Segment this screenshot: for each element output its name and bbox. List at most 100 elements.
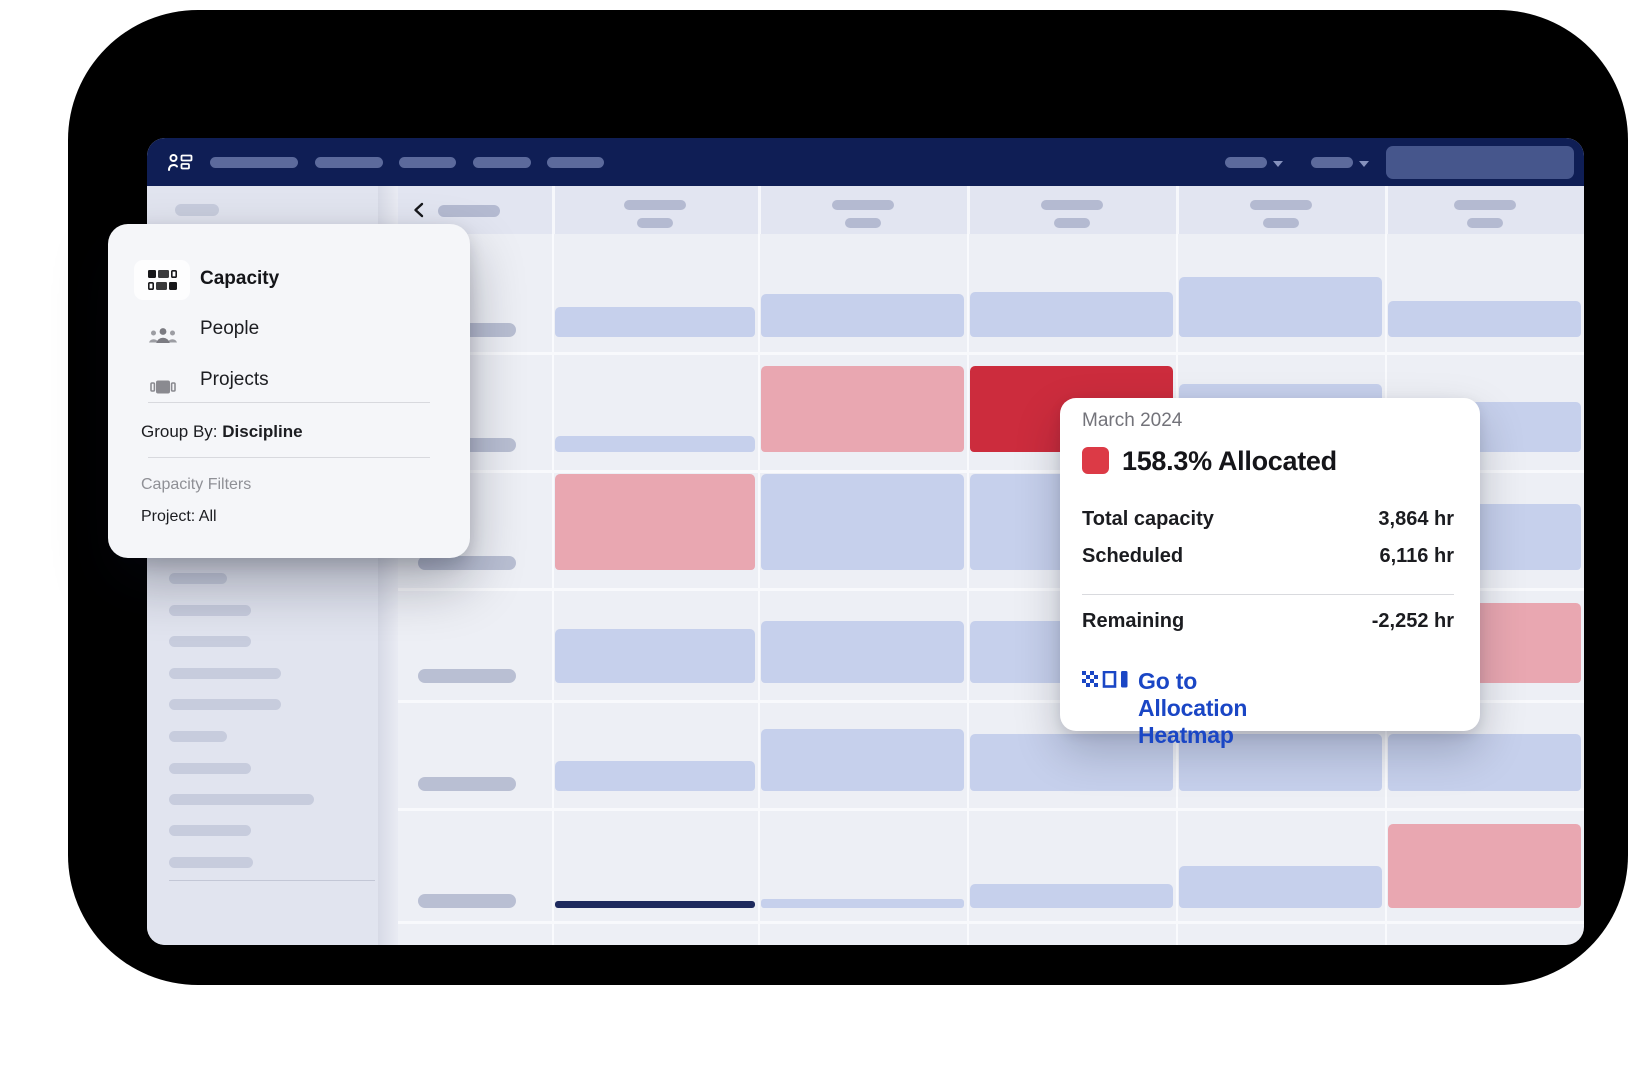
allocation-bar-pink[interactable] — [1388, 824, 1581, 908]
allocation-bar-blue[interactable] — [555, 307, 755, 337]
menu-item-people[interactable]: People — [108, 314, 470, 358]
scheduled-label: Scheduled — [1082, 545, 1184, 567]
chevron-down-icon[interactable] — [1273, 161, 1283, 167]
resource-row — [398, 234, 1584, 352]
total-capacity-value: 3,864 hr — [1378, 508, 1454, 530]
allocation-bar-pink[interactable] — [555, 474, 755, 570]
header-column-separator — [552, 186, 555, 234]
tooltip-month: March 2024 — [1082, 410, 1183, 431]
allocation-bar-blue[interactable] — [761, 294, 964, 337]
remaining-row: Remaining -2,252 hr — [1082, 610, 1454, 633]
allocation-tooltip: March 2024 158.3% Allocated Total capaci… — [1060, 398, 1480, 748]
navbar-menu-item-placeholder[interactable] — [315, 157, 383, 168]
month-header-placeholder[interactable] — [1466, 218, 1503, 228]
month-header-placeholder[interactable] — [831, 200, 894, 210]
sidebar-item-placeholder[interactable] — [169, 668, 281, 679]
tooltip-divider — [1082, 594, 1454, 595]
header-column-separator — [1176, 186, 1179, 234]
sidebar-item-placeholder[interactable] — [169, 825, 251, 836]
allocation-bar-blue[interactable] — [761, 729, 964, 791]
menu-item-label: Projects — [200, 369, 269, 390]
allocation-bar-blue[interactable] — [970, 734, 1173, 791]
sidebar-divider — [169, 880, 375, 881]
sidebar-item-placeholder[interactable] — [169, 636, 251, 647]
sidebar-item-placeholder[interactable] — [169, 763, 251, 774]
allocation-bar-blue[interactable] — [1388, 301, 1581, 337]
allocation-bar-blue[interactable] — [970, 292, 1173, 337]
allocation-bar-blue[interactable] — [1179, 277, 1382, 337]
sidebar-item-placeholder[interactable] — [169, 857, 253, 868]
capacity-heatmap-icon — [148, 269, 177, 291]
resource-row — [398, 700, 1584, 808]
allocation-bar-pink[interactable] — [761, 366, 964, 452]
view-popover: Capacity People Projects Group By: — [108, 224, 470, 558]
grid-column-headers — [398, 186, 1584, 234]
month-header-placeholder[interactable] — [1262, 218, 1299, 228]
project-filter[interactable]: Project: All — [141, 508, 217, 525]
remaining-value: -2,252 hr — [1371, 610, 1454, 632]
header-column-separator — [1385, 186, 1388, 234]
back-chevron-icon[interactable] — [413, 202, 425, 218]
allocation-bar-blue[interactable] — [1179, 734, 1382, 791]
month-header-placeholder[interactable] — [844, 218, 881, 228]
top-navbar — [147, 138, 1584, 186]
menu-item-projects[interactable]: Projects — [108, 365, 470, 409]
allocation-bar-blue[interactable] — [970, 884, 1173, 908]
allocation-bar-blue[interactable] — [1388, 734, 1581, 791]
month-header-placeholder[interactable] — [637, 218, 673, 228]
navbar-menu-item-placeholder[interactable] — [210, 157, 298, 168]
popover-divider — [148, 457, 430, 458]
total-capacity-label: Total capacity — [1082, 508, 1214, 530]
header-column-separator — [967, 186, 970, 234]
month-header-placeholder[interactable] — [1053, 218, 1090, 228]
navbar-dropdown-placeholder[interactable] — [1225, 157, 1267, 168]
menu-item-label: People — [200, 318, 260, 339]
allocation-bar-blue[interactable] — [761, 621, 964, 683]
overallocation-swatch — [1082, 447, 1109, 474]
navbar-primary-button[interactable] — [1386, 146, 1574, 179]
allocation-bar-blue[interactable] — [555, 761, 755, 791]
sidebar-item-placeholder[interactable] — [169, 794, 314, 805]
sidebar-item-placeholder[interactable] — [169, 699, 281, 710]
sidebar-item-placeholder[interactable] — [169, 731, 227, 742]
navbar-menu-item-placeholder[interactable] — [399, 157, 456, 168]
group-by-value: Discipline — [222, 422, 303, 441]
allocation-percent: 158.3% Allocated — [1122, 446, 1337, 476]
allocation-bar-blue[interactable] — [1179, 866, 1382, 908]
person-list-icon — [168, 154, 193, 171]
allocation-bar-blue[interactable] — [761, 899, 964, 908]
month-header-placeholder[interactable] — [624, 200, 686, 210]
row-label-placeholder — [418, 556, 516, 570]
row-label-placeholder — [418, 777, 516, 791]
sidebar-item-placeholder[interactable] — [169, 605, 251, 616]
people-icon — [149, 328, 177, 343]
menu-item-capacity[interactable]: Capacity — [108, 260, 470, 308]
month-header-placeholder[interactable] — [1040, 200, 1103, 210]
capacity-icon-box — [134, 260, 190, 300]
popover-divider — [148, 402, 430, 403]
grid-bottom-strip — [398, 921, 1584, 945]
capacity-filters-heading: Capacity Filters — [141, 476, 252, 493]
navbar-menu-item-placeholder[interactable] — [473, 157, 531, 168]
allocation-bar-blue[interactable] — [555, 436, 755, 452]
sidebar-title-placeholder — [175, 204, 219, 216]
group-by-control[interactable]: Group By: Discipline — [141, 422, 303, 442]
allocation-bar-blue[interactable] — [761, 474, 964, 570]
allocation-bar-blue[interactable] — [555, 629, 755, 683]
menu-item-label: Capacity — [200, 268, 280, 289]
heatmap-icon — [1082, 671, 1128, 688]
scheduled-value: 6,116 hr — [1379, 545, 1454, 567]
navbar-menu-item-placeholder[interactable] — [547, 157, 604, 168]
sidebar-item-placeholder[interactable] — [169, 573, 227, 584]
month-header-placeholder[interactable] — [1453, 200, 1516, 210]
projects-icon — [150, 380, 176, 394]
total-capacity-row: Total capacity 3,864 hr — [1082, 508, 1454, 531]
navbar-dropdown-placeholder[interactable] — [1311, 157, 1353, 168]
row-label-placeholder — [418, 669, 516, 683]
chevron-down-icon[interactable] — [1359, 161, 1369, 167]
remaining-label: Remaining — [1082, 610, 1185, 632]
group-by-label: Group By: — [141, 422, 223, 441]
allocation-bar-navy[interactable] — [555, 901, 755, 908]
month-header-placeholder[interactable] — [1249, 200, 1312, 210]
row-label-placeholder — [418, 894, 516, 908]
